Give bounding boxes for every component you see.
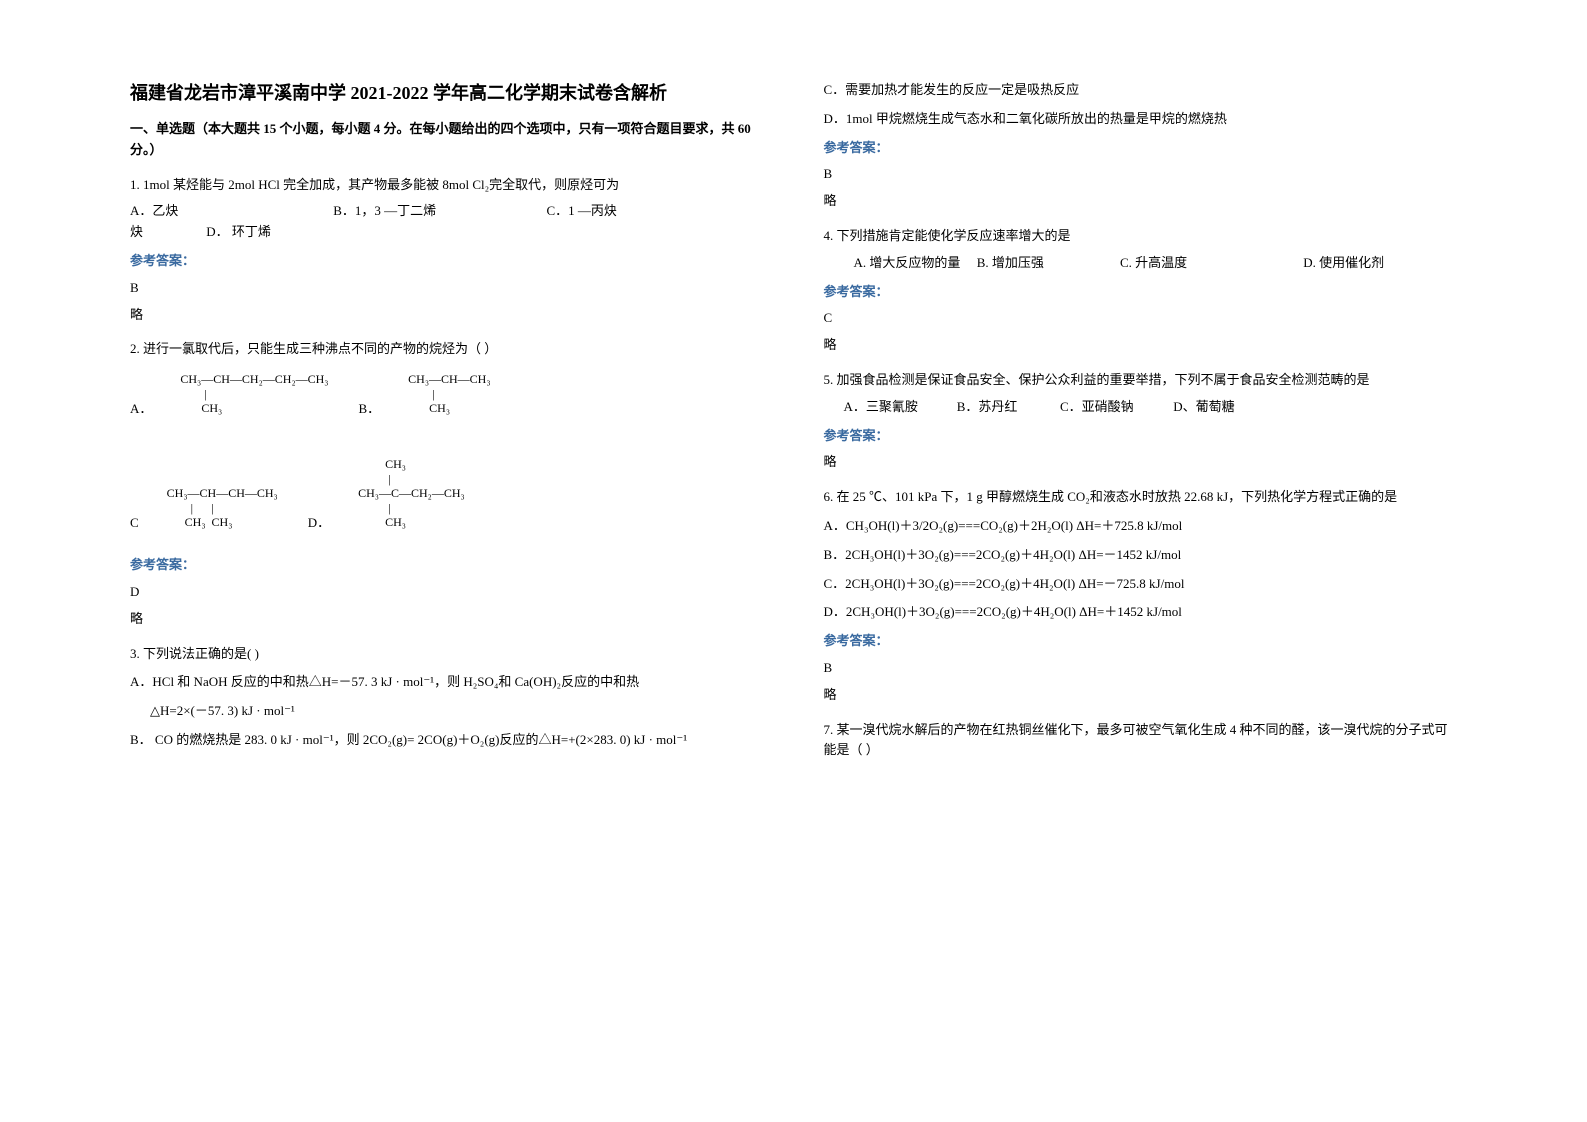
q1-optA: A．乙炔 (130, 201, 330, 222)
q6-optA: A．CH₃OH(l)＋3/2O₂(g)===CO₂(g)＋2H₂O(l) ΔH=… (824, 516, 1458, 537)
q3-optC: C．需要加热才能发生的反应一定是吸热反应 (824, 80, 1458, 101)
q3-stem: 3. 下列说法正确的是( ) (130, 644, 764, 665)
q4-options: A. 增大反应物的量 B. 增加压强 C. 升高温度 D. 使用催化剂 (854, 253, 1458, 274)
q5-optA: A．三聚氰胺 (844, 397, 954, 418)
q6-stem: 6. 在 25 ℃、101 kPa 下，1 g 甲醇燃烧生成 CO₂和液态水时放… (824, 487, 1458, 508)
q3-optA2: △H=2×(－57. 3) kJ · mol⁻¹ (150, 701, 764, 722)
q1-stem: 1. 1mol 某烃能与 2mol HCl 完全加成，其产物最多能被 8mol … (130, 175, 764, 196)
q1-optB: B．1，3 —丁二烯 (333, 201, 543, 222)
section-heading: 一、单选题（本大题共 15 个小题，每小题 4 分。在每小题给出的四个选项中，只… (130, 119, 764, 161)
q4-optC: C. 升高温度 (1120, 253, 1300, 274)
q3-optB: B． CO 的燃烧热是 283. 0 kJ · mol⁻¹，则 2CO₂(g)=… (130, 730, 764, 751)
q1-answer-label: 参考答案： (130, 251, 764, 272)
q6-answer: B (824, 658, 1458, 679)
q6-answer-label: 参考答案： (824, 631, 1458, 652)
q5-optB: B．苏丹红 (957, 397, 1057, 418)
q7-stem: 7. 某一溴代烷水解后的产物在红热铜丝催化下，最多可被空气氧化生成 4 种不同的… (824, 720, 1458, 762)
q2-row1: A． CH₃—CH—CH₂—CH₂—CH₃ | CH₃ B． CH₃—CH—CH… (130, 366, 764, 421)
q5-answer: 略 (824, 452, 1458, 473)
q6-optC: C．2CH₃OH(l)＋3O₂(g)===2CO₂(g)＋4H₂O(l) ΔH=… (824, 574, 1458, 595)
q1-answer: B (130, 278, 764, 299)
q5-optC: C．亚硝酸钠 (1060, 397, 1170, 418)
q4-optB: B. 增加压强 (977, 253, 1117, 274)
q2-skip: 略 (130, 609, 764, 630)
q1-optC-cont: 炔 (130, 224, 143, 239)
q3-skip: 略 (824, 191, 1458, 212)
q5-answer-label: 参考答案： (824, 426, 1458, 447)
q2-answer: D (130, 582, 764, 603)
q3-answer-label: 参考答案： (824, 138, 1458, 159)
q2-labelD: D． (308, 513, 330, 534)
q3-optA1: A．HCl 和 NaOH 反应的中和热△H=－57. 3 kJ · mol⁻¹，… (130, 672, 764, 693)
q2-stem: 2. 进行一氯取代后，只能生成三种沸点不同的产物的烷烃为（ ） (130, 339, 764, 360)
q2-labelB: B． (358, 399, 380, 420)
q5-stem: 5. 加强食品检测是保证食品安全、保护公众利益的重要举措，下列不属于食品安全检测… (824, 370, 1458, 391)
q2-structC: CH₃—CH—CH—CH₃ | | CH₃ CH₃ (167, 486, 278, 529)
q4-skip: 略 (824, 335, 1458, 356)
q1-optC: C．1 —丙炔 (547, 203, 617, 218)
q4-optA: A. 增大反应物的量 (854, 253, 974, 274)
q6-skip: 略 (824, 685, 1458, 706)
q5-optD: D、葡萄糖 (1173, 399, 1234, 414)
document-title: 福建省龙岩市漳平溪南中学 2021-2022 学年高二化学期末试卷含解析 (130, 80, 764, 107)
q4-optD: D. 使用催化剂 (1303, 255, 1384, 270)
q6-optB: B．2CH₃OH(l)＋3O₂(g)===2CO₂(g)＋4H₂O(l) ΔH=… (824, 545, 1458, 566)
q3-optD: D．1mol 甲烷燃烧生成气态水和二氧化碳所放出的热量是甲烷的燃烧热 (824, 109, 1458, 130)
q2-row2: C CH₃—CH—CH—CH₃ | | CH₃ CH₃ D． CH₃ | CH₃… (130, 451, 764, 535)
right-column: C．需要加热才能发生的反应一定是吸热反应 D．1mol 甲烷燃烧生成气态水和二氧… (794, 80, 1488, 1082)
q4-answer-label: 参考答案： (824, 282, 1458, 303)
q2-structD: CH₃ | CH₃—C—CH₂—CH₃ | CH₃ (358, 457, 465, 529)
left-column: 福建省龙岩市漳平溪南中学 2021-2022 学年高二化学期末试卷含解析 一、单… (100, 80, 794, 1082)
q1-options: A．乙炔 B．1，3 —丁二烯 C．1 —丙炔 炔 D． 环丁烯 (130, 201, 764, 243)
q4-stem: 4. 下列措施肯定能使化学反应速率增大的是 (824, 226, 1458, 247)
q2-labelC: C (130, 513, 139, 534)
q2-answer-label: 参考答案： (130, 555, 764, 576)
q6-optD: D．2CH₃OH(l)＋3O₂(g)===2CO₂(g)＋4H₂O(l) ΔH=… (824, 602, 1458, 623)
q5-options: A．三聚氰胺 B．苏丹红 C．亚硝酸钠 D、葡萄糖 (844, 397, 1458, 418)
q1-optD: D． 环丁烯 (206, 224, 271, 239)
q2-structB: CH₃—CH—CH₃ | CH₃ (408, 372, 490, 415)
q2-structA: CH₃—CH—CH₂—CH₂—CH₃ | CH₃ (180, 372, 328, 415)
q2-labelA: A． (130, 399, 152, 420)
q3-answer: B (824, 164, 1458, 185)
q4-answer: C (824, 308, 1458, 329)
q1-skip: 略 (130, 305, 764, 326)
